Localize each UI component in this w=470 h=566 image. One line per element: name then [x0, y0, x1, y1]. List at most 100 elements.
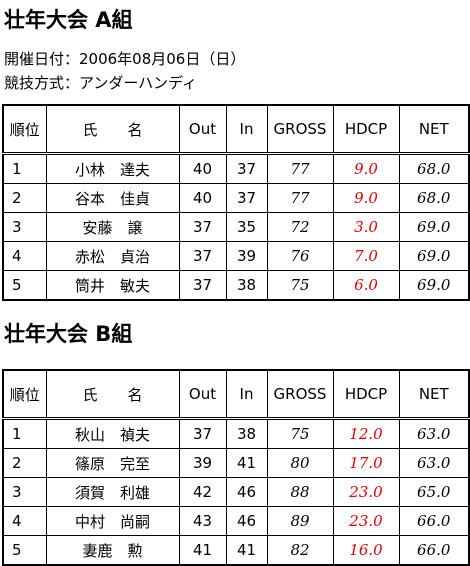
cell: 5 — [2, 270, 47, 301]
header-cell: HDCP — [332, 104, 400, 155]
cell: 75 — [266, 418, 334, 449]
cell: 3.0 — [332, 212, 400, 242]
header-row: 順位氏 名 Out In GROSS HDCP NET — [2, 369, 470, 420]
cell: 82 — [266, 535, 334, 566]
cell: 66.0 — [398, 506, 470, 536]
cell: 69.0 — [398, 241, 470, 271]
data-row: 3 安藤 譲 37 35 72 3.0 69.0 — [2, 212, 470, 242]
cell: 88 — [266, 477, 334, 507]
cell: 1 — [2, 418, 47, 449]
cell: 80 — [266, 448, 334, 478]
cell: 40 — [178, 183, 227, 213]
cell: 72 — [266, 212, 334, 242]
data-row: 3 須賀 利雄 42 46 88 23.0 65.0 — [2, 477, 470, 507]
cell: 75 — [266, 270, 334, 301]
cell: 16.0 — [332, 535, 400, 566]
cell: 赤松 貞治 — [45, 241, 180, 271]
cell: 小林 達夫 — [45, 153, 180, 184]
cell: 5 — [2, 535, 47, 566]
header-cell: In — [225, 104, 268, 155]
section-title: 壮年大会 B組 — [4, 322, 133, 346]
cell: 37 — [225, 183, 268, 213]
cell: 9.0 — [332, 153, 400, 184]
cell: 76 — [266, 241, 334, 271]
header-cell: 順位 — [2, 104, 47, 155]
header-cell: Out — [178, 369, 227, 420]
cell: 9.0 — [332, 183, 400, 213]
cell: 65.0 — [398, 477, 470, 507]
header-cell: Out — [178, 104, 227, 155]
cell: 37 — [178, 270, 227, 301]
cell: 63.0 — [398, 448, 470, 478]
cell: 4 — [2, 506, 47, 536]
cell: 37 — [178, 418, 227, 449]
cell: 篠原 完至 — [45, 448, 180, 478]
cell: 77 — [266, 153, 334, 184]
cell: 63.0 — [398, 418, 470, 449]
header-cell: GROSS — [266, 369, 334, 420]
cell: 安藤 譲 — [45, 212, 180, 242]
data-row: 5 筒井 敏夫 37 38 75 6.0 69.0 — [2, 270, 470, 301]
cell: 66.0 — [398, 535, 470, 566]
header-cell: NET — [398, 369, 470, 420]
cell: 12.0 — [332, 418, 400, 449]
cell: 37 — [225, 153, 268, 184]
data-row: 1 秋山 禎夫 37 38 75 12.0 63.0 — [2, 418, 470, 449]
header-cell: In — [225, 369, 268, 420]
data-row: 2 谷本 佳貞 40 37 77 9.0 68.0 — [2, 183, 470, 213]
cell: 39 — [225, 241, 268, 271]
data-row: 2 篠原 完至 39 41 80 17.0 63.0 — [2, 448, 470, 478]
cell: 1 — [2, 153, 47, 184]
cell: 68.0 — [398, 153, 470, 184]
data-row: 1 小林 達夫 40 37 77 9.0 68.0 — [2, 153, 470, 184]
cell: 23.0 — [332, 477, 400, 507]
cell: 2 — [2, 448, 47, 478]
cell: 77 — [266, 183, 334, 213]
cell: 39 — [178, 448, 227, 478]
cell: 41 — [178, 535, 227, 566]
score-table: 順位氏 名 Out In GROSS HDCP NET 1 秋山 禎夫 37 38 75 12.0 63… — [2, 369, 470, 566]
data-row: 4 中村 尚嗣 43 46 89 23.0 66.0 — [2, 506, 470, 536]
header-cell: GROSS — [266, 104, 334, 155]
info-line: 競技方式：アンダーハンディ — [4, 74, 198, 92]
data-row: 4 赤松 貞治 37 39 76 7.0 69.0 — [2, 241, 470, 271]
cell: 妻鹿 勲 — [45, 535, 180, 566]
header-cell: 順位 — [2, 369, 47, 420]
cell: 須賀 利雄 — [45, 477, 180, 507]
cell: 4 — [2, 241, 47, 271]
cell: 41 — [225, 535, 268, 566]
cell: 6.0 — [332, 270, 400, 301]
cell: 37 — [178, 212, 227, 242]
header-cell: 氏 名 — [45, 369, 180, 420]
cell: 69.0 — [398, 212, 470, 242]
cell: 46 — [225, 477, 268, 507]
cell: 37 — [178, 241, 227, 271]
header-cell: 氏 名 — [45, 104, 180, 155]
data-row: 5 妻鹿 勲 41 41 82 16.0 66.0 — [2, 535, 470, 566]
cell: 中村 尚嗣 — [45, 506, 180, 536]
cell: 筒井 敏夫 — [45, 270, 180, 301]
cell: 谷本 佳貞 — [45, 183, 180, 213]
header-cell: NET — [398, 104, 470, 155]
cell: 38 — [225, 418, 268, 449]
cell: 68.0 — [398, 183, 470, 213]
cell: 38 — [225, 270, 268, 301]
cell: 41 — [225, 448, 268, 478]
cell: 23.0 — [332, 506, 400, 536]
cell: 42 — [178, 477, 227, 507]
header-row: 順位氏 名 Out In GROSS HDCP NET — [2, 104, 470, 155]
cell: 89 — [266, 506, 334, 536]
cell: 3 — [2, 212, 47, 242]
info-line: 開催日付：2006年08月06日（日） — [4, 50, 246, 68]
cell: 17.0 — [332, 448, 400, 478]
cell: 2 — [2, 183, 47, 213]
cell: 7.0 — [332, 241, 400, 271]
cell: 3 — [2, 477, 47, 507]
score-table: 順位氏 名 Out In GROSS HDCP NET 1 小林 達夫 40 37 77 9.0 68.… — [2, 104, 470, 301]
header-cell: HDCP — [332, 369, 400, 420]
cell: 秋山 禎夫 — [45, 418, 180, 449]
cell: 69.0 — [398, 270, 470, 301]
cell: 35 — [225, 212, 268, 242]
